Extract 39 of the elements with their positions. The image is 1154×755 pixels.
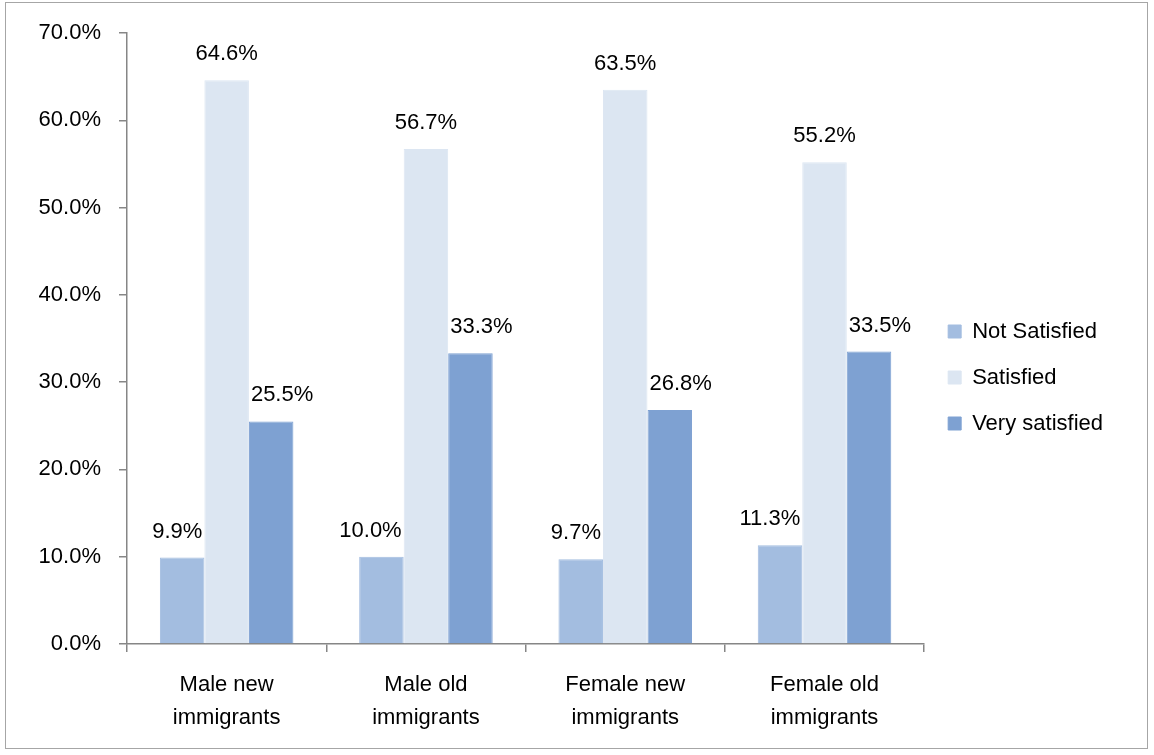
x-tick-label: Male new immigrants bbox=[172, 670, 281, 729]
bar bbox=[403, 149, 449, 644]
y-tick-label: 30.0% bbox=[38, 368, 101, 394]
y-tick-label: 70.0% bbox=[38, 19, 101, 45]
bar bbox=[159, 557, 205, 644]
data-label: 63.5% bbox=[594, 49, 657, 75]
data-label: 64.6% bbox=[195, 40, 258, 66]
y-tick-label: 20.0% bbox=[38, 455, 101, 481]
data-label: 25.5% bbox=[250, 381, 314, 407]
bar bbox=[602, 89, 648, 644]
y-tick-label: 10.0% bbox=[38, 542, 101, 568]
y-tick-label: 40.0% bbox=[38, 280, 101, 306]
data-label: 33.3% bbox=[450, 313, 513, 339]
legend-label: Very satisfied bbox=[972, 409, 1103, 435]
bar bbox=[802, 162, 847, 644]
x-tick-label: Female new immigrants bbox=[565, 670, 686, 729]
data-label: 55.2% bbox=[793, 122, 856, 148]
legend-label: Satisfied bbox=[972, 363, 1057, 389]
data-label: 11.3% bbox=[739, 505, 801, 531]
x-tick-label: Female old immigrants bbox=[770, 670, 879, 729]
bar bbox=[757, 545, 803, 644]
bar bbox=[558, 559, 603, 644]
y-tick-label: 0.0% bbox=[50, 630, 101, 656]
data-label: 33.5% bbox=[848, 311, 912, 337]
x-tick-label: Male old immigrants bbox=[372, 670, 480, 729]
y-tick-label: 60.0% bbox=[38, 106, 101, 132]
bar bbox=[248, 421, 294, 644]
y-tick-label: 50.0% bbox=[38, 193, 101, 219]
bar bbox=[448, 353, 493, 644]
data-label: 9.7% bbox=[550, 519, 601, 545]
data-label: 56.7% bbox=[394, 109, 458, 135]
legend-label: Not Satisfied bbox=[972, 317, 1097, 343]
bar bbox=[647, 410, 692, 644]
bar bbox=[359, 556, 404, 644]
bar bbox=[846, 351, 892, 644]
bar bbox=[204, 80, 249, 644]
data-label: 9.9% bbox=[152, 517, 203, 543]
data-label: 10.0% bbox=[339, 516, 402, 542]
data-label: 26.8% bbox=[649, 370, 712, 396]
